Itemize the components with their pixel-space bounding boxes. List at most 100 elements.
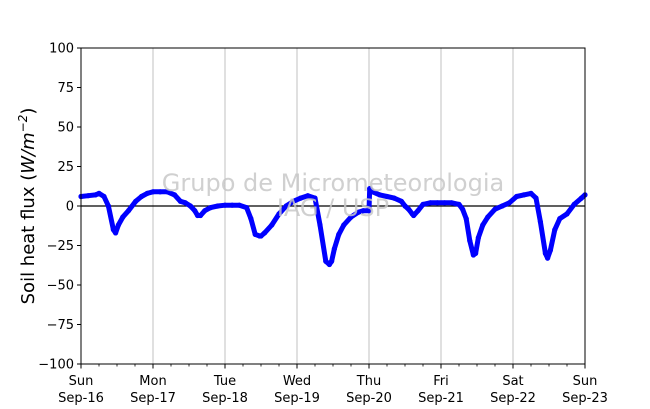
- data-point-0-28: [229, 202, 235, 208]
- y-tick-label-0: 100: [49, 42, 74, 57]
- data-point-0-34: [258, 233, 264, 239]
- data-point-0-41: [305, 193, 311, 199]
- data-point-0-88: [545, 255, 551, 261]
- data-point-0-24: [202, 208, 208, 214]
- data-point-0-29: [236, 202, 242, 208]
- data-point-0-23: [197, 212, 204, 219]
- data-point-0-79: [492, 206, 498, 212]
- data-point-0-4: [101, 193, 107, 200]
- x-tick-day-7: Sun: [573, 374, 598, 389]
- y-tick-label-7: −75: [47, 318, 74, 333]
- data-point-0-82: [514, 193, 520, 200]
- data-point-0-30: [244, 205, 250, 211]
- data-point-0-20: [187, 203, 193, 209]
- data-point-0-80: [499, 203, 505, 209]
- x-tick-day-2: Tue: [213, 374, 236, 389]
- data-point-0-69: [449, 200, 455, 206]
- x-tick-day-0: Sun: [69, 374, 94, 389]
- data-point-0-47: [331, 246, 337, 252]
- data-point-0-78: [485, 214, 491, 220]
- data-point-0-11: [133, 198, 139, 204]
- x-tick-day-6: Sat: [502, 374, 523, 389]
- x-tick-day-5: Fri: [433, 374, 449, 389]
- data-point-0-49: [341, 222, 347, 228]
- y-tick-label-6: −50: [47, 279, 74, 294]
- watermark-line-1: Grupo de Micrometeorologia: [162, 169, 504, 197]
- y-axis-label-unit: W/m: [18, 132, 39, 173]
- y-axis-label: Soil heat flux (W/m−2): [16, 108, 39, 305]
- data-point-0-9: [120, 214, 126, 220]
- data-point-0-56: [377, 192, 383, 198]
- data-point-0-68: [442, 200, 448, 206]
- data-point-0-35: [262, 230, 268, 236]
- data-point-0-71: [460, 206, 466, 212]
- data-point-0-76: [475, 235, 481, 241]
- x-tick-day-4: Thu: [356, 374, 381, 389]
- x-tick-date-0: Sep-16: [58, 391, 104, 406]
- data-point-0-83: [521, 192, 527, 198]
- data-point-0-55: [370, 189, 376, 195]
- data-point-0-17: [172, 192, 178, 198]
- data-point-0-61: [406, 206, 412, 212]
- data-point-0-52: [360, 208, 366, 214]
- data-point-0-89: [547, 247, 554, 253]
- x-axis-ticks: Sun Sep-16 Mon Sep-17 Tue Sep-18 Wed Sep-19 Thu S…: [58, 364, 608, 406]
- x-tick-date-5: Sep-21: [418, 391, 464, 406]
- data-point-0-91: [557, 216, 563, 222]
- data-point-0-37: [276, 211, 282, 217]
- data-point-0-12: [138, 193, 145, 200]
- y-tick-label-8: −100: [38, 358, 74, 373]
- data-point-0-77: [480, 222, 486, 228]
- data-point-0-7: [113, 230, 119, 236]
- data-point-0-67: [434, 200, 440, 206]
- data-point-0-43: [317, 222, 323, 228]
- data-point-0-42: [312, 195, 318, 201]
- data-point-0-81: [506, 200, 512, 206]
- data-point-0-5: [105, 203, 111, 209]
- watermark-line-2: IAG / USP: [277, 194, 389, 222]
- data-point-0-3: [96, 190, 102, 196]
- data-point-0-50: [348, 214, 354, 220]
- data-point-0-18: [177, 198, 183, 204]
- data-point-0-84: [528, 190, 534, 196]
- data-point-0-72: [463, 216, 469, 222]
- y-axis-label-text: Soil heat flux (: [18, 174, 39, 305]
- data-point-0-1: [85, 193, 91, 199]
- data-point-0-59: [398, 198, 404, 204]
- x-tick-date-7: Sep-23: [562, 391, 608, 406]
- data-point-0-15: [157, 189, 163, 195]
- data-point-0-93: [571, 201, 577, 207]
- x-tick-date-6: Sep-22: [490, 391, 536, 406]
- data-point-0-21: [192, 208, 198, 214]
- data-point-0-26: [215, 203, 221, 209]
- data-point-0-27: [222, 202, 228, 208]
- data-point-0-19: [182, 200, 188, 206]
- data-point-0-86: [537, 219, 544, 225]
- y-tick-label-2: 50: [57, 121, 74, 136]
- data-point-0-13: [144, 190, 150, 196]
- data-point-0-92: [564, 211, 570, 217]
- data-point-0-53: [366, 208, 372, 214]
- y-tick-label-5: −25: [47, 239, 74, 254]
- data-point-0-32: [252, 231, 258, 237]
- data-point-0-94: [578, 195, 585, 201]
- x-tick-date-2: Sep-18: [202, 391, 248, 406]
- data-point-0-40: [298, 195, 304, 201]
- x-tick-date-3: Sep-19: [274, 391, 320, 406]
- data-point-0-64: [415, 208, 421, 214]
- y-axis-ticks: 100 75 50 25 0 −25 −50 −75 −100: [38, 42, 81, 373]
- data-point-0-16: [164, 189, 170, 195]
- x-tick-day-1: Mon: [139, 374, 166, 389]
- data-point-0-87: [542, 250, 549, 256]
- data-point-0-44: [323, 258, 329, 264]
- data-point-0-57: [384, 193, 390, 200]
- y-axis-label-exponent: −2: [16, 115, 30, 133]
- y-tick-label-4: 0: [66, 200, 74, 215]
- data-point-0-38: [283, 203, 289, 209]
- data-point-0-63: [411, 212, 417, 219]
- data-point-0-31: [248, 216, 254, 222]
- x-tick-date-1: Sep-17: [130, 391, 176, 406]
- data-point-0-65: [420, 201, 426, 207]
- data-point-0-85: [533, 195, 539, 201]
